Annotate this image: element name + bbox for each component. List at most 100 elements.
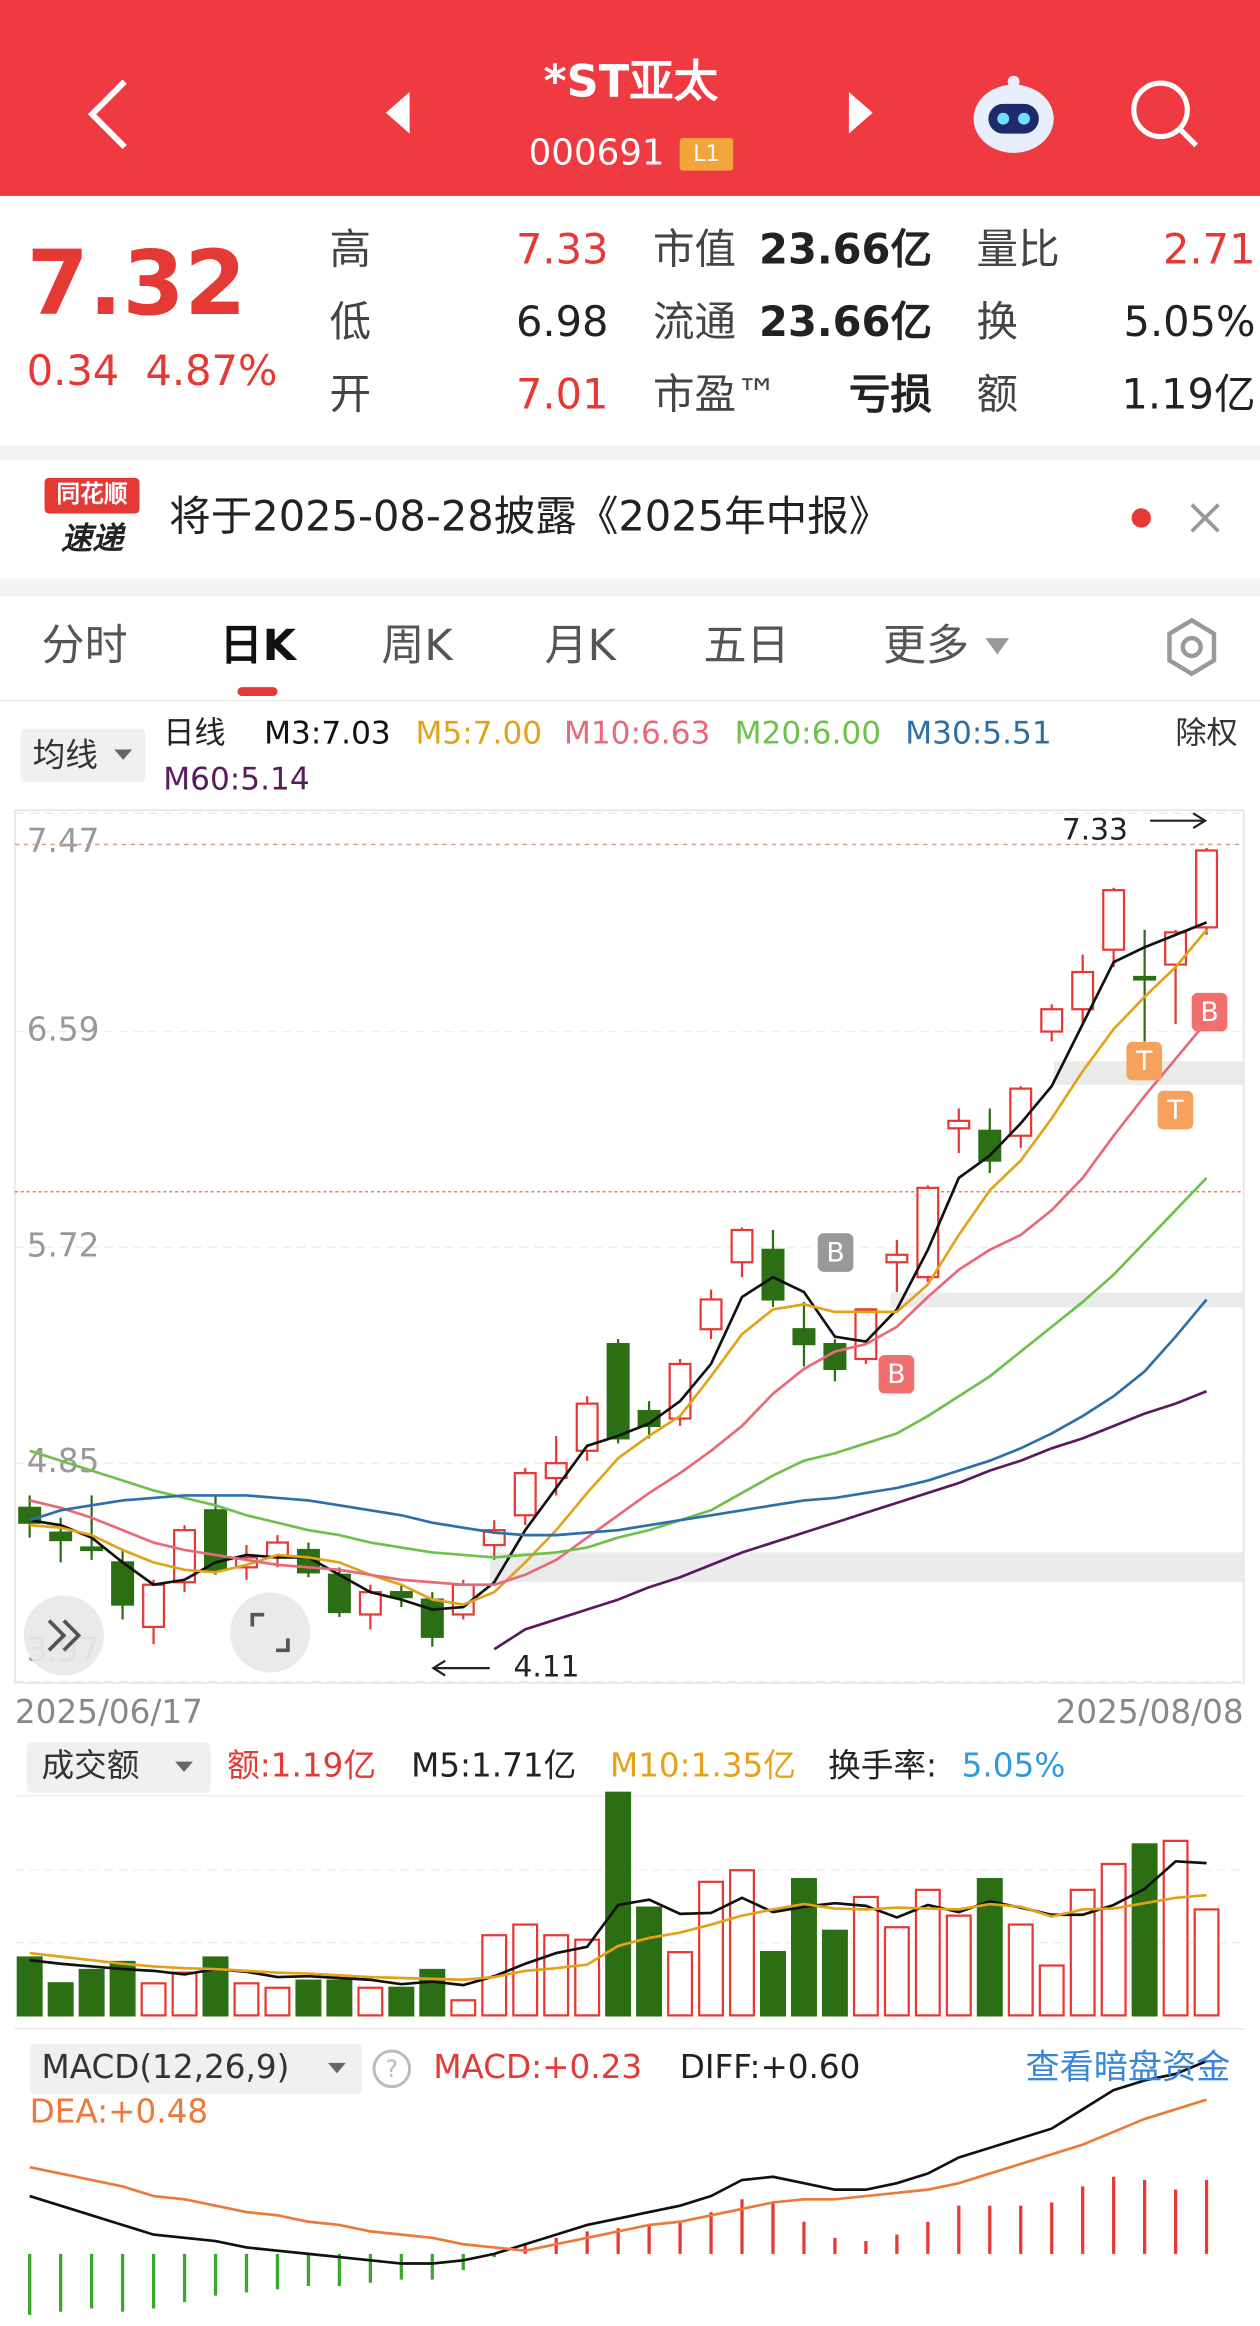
fullscreen-button[interactable] <box>230 1592 311 1673</box>
volume-bar <box>821 1929 848 2017</box>
settings-dot <box>1180 635 1203 659</box>
ma-line <box>29 1020 1208 1587</box>
tab[interactable]: 分时 <box>42 621 128 671</box>
volume-bar <box>233 1982 260 2017</box>
volume-bar <box>790 1878 817 2017</box>
stock-code: 000691 <box>529 132 665 173</box>
stat-label: 开 <box>329 370 371 419</box>
y-tick-label: 5.72 <box>27 1226 100 1264</box>
tab-indicator <box>237 687 278 697</box>
notice-text[interactable]: 将于2025-08-28披露《2025年中报》 <box>169 491 890 540</box>
settings-button[interactable] <box>1167 617 1217 677</box>
candle-body <box>1040 1008 1064 1033</box>
help-icon[interactable] <box>372 2049 412 2089</box>
volume-bar <box>109 1960 136 2017</box>
macd-line <box>29 2098 1207 2253</box>
last-price: 7.32 <box>27 231 247 335</box>
tab[interactable]: 五日 <box>703 621 789 671</box>
ma-selector[interactable] <box>20 728 146 783</box>
dark-pool-link[interactable]: 查看暗盘资金 <box>1026 2047 1231 2087</box>
unread-dot <box>1131 508 1151 528</box>
back-button[interactable] <box>87 79 127 150</box>
candle-body <box>947 1119 971 1130</box>
volume-bar <box>202 1956 229 2017</box>
macd-selector-text: MACD(12,26,9) <box>42 2048 290 2086</box>
volume-bar <box>636 1906 663 2017</box>
tab[interactable]: 月K <box>545 621 618 671</box>
trade-marker <box>1191 992 1228 1032</box>
adjust-button[interactable]: 除权 <box>1175 716 1237 752</box>
volume-bar <box>419 1968 446 2017</box>
y-tick-label: 6.59 <box>27 1011 100 1049</box>
candle-body <box>1133 975 1157 981</box>
candle-body <box>142 1583 166 1629</box>
volume-bar <box>47 1982 74 2017</box>
legend-entry: M20:6.00 <box>735 716 881 752</box>
level-badge <box>679 138 734 171</box>
volume-bar <box>976 1878 1003 2017</box>
volume-bar <box>698 1880 725 2017</box>
legend-entry: DIFF:+0.60 <box>680 2048 861 2086</box>
volume-bar <box>264 1986 291 2017</box>
volume-bar <box>945 1914 972 2017</box>
legend-entry: M10:6.63 <box>564 716 710 752</box>
candle-body <box>761 1248 785 1301</box>
volume-bar <box>883 1926 910 2017</box>
stat-value: 23.66亿 <box>759 224 932 273</box>
trade-marker-text: B <box>1200 997 1218 1028</box>
stat-label: 换 <box>977 297 1019 346</box>
search-button[interactable] <box>1131 80 1199 148</box>
help-text: ? <box>386 2055 399 2083</box>
x-tick-label: 2025/06/17 <box>15 1693 203 1731</box>
stat-label: 额 <box>977 370 1019 419</box>
volume-selector-text: 成交额 <box>42 1747 140 1785</box>
candle-body <box>606 1342 630 1440</box>
candle-body <box>792 1328 816 1346</box>
volume-bar <box>1193 1908 1220 2017</box>
candle-body <box>885 1253 909 1264</box>
stat-label: 低 <box>329 297 371 346</box>
logo-bottom: 速递 <box>61 521 127 557</box>
stat-label: 市值 <box>653 224 736 273</box>
volume-bar <box>450 1999 477 2017</box>
price-zone <box>489 1552 1244 1583</box>
more-arrow <box>985 638 1010 655</box>
stat-value: 2.71 <box>1163 224 1256 273</box>
stat-value: 6.98 <box>516 297 609 346</box>
volume-selector[interactable] <box>26 1742 211 1793</box>
divider <box>0 578 1260 597</box>
candle-body <box>1195 849 1219 929</box>
stat-value: 1.19亿 <box>1121 370 1255 419</box>
candle-body <box>1009 1087 1033 1137</box>
notice-logo: 同花顺 速递 <box>44 477 140 557</box>
ma-line <box>29 929 1208 1606</box>
stock-name: *ST亚太 <box>543 57 718 108</box>
candle-body <box>1164 931 1188 966</box>
macd-selector[interactable] <box>29 2043 363 2095</box>
price-change-pct: 4.87% <box>145 346 277 395</box>
candle-body <box>730 1228 754 1264</box>
trade-marker-text: B <box>887 1359 905 1390</box>
assistant-icon[interactable] <box>973 75 1054 153</box>
stat-label: 市盈™ <box>653 370 778 419</box>
tab[interactable]: 周K <box>381 621 454 671</box>
low-label: 4.11 <box>513 1649 579 1684</box>
close-notice[interactable] <box>1190 503 1220 533</box>
stat-value: 亏损 <box>849 370 932 419</box>
next-stock[interactable] <box>848 92 873 134</box>
legend-entry: MACD:+0.23 <box>433 2048 642 2086</box>
selector-arrow <box>327 2062 346 2074</box>
stat-value: 7.01 <box>516 370 609 419</box>
prev-stock[interactable] <box>385 92 410 134</box>
volume-bar <box>1162 1839 1189 2017</box>
level-text: L1 <box>693 141 720 167</box>
logo-top: 同花顺 <box>56 480 127 508</box>
tab[interactable]: 日K <box>220 621 298 671</box>
stat-label: 高 <box>329 224 371 273</box>
legend-entry: M60:5.14 <box>163 762 309 798</box>
volume-bar <box>1038 1964 1065 2017</box>
volume-bar <box>543 1934 570 2017</box>
expand-button[interactable] <box>23 1595 104 1676</box>
tab[interactable]: 更多 <box>883 621 969 671</box>
volume-bar <box>914 1888 941 2017</box>
